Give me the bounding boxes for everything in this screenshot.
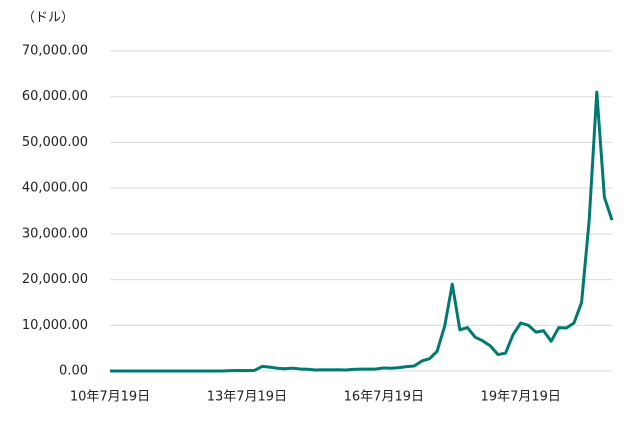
x-tick-label: 16年7月19日 <box>344 390 424 405</box>
y-tick-label: 50,000.00 <box>22 135 88 150</box>
y-tick-label: 30,000.00 <box>22 226 88 241</box>
y-axis-label: （ドル） <box>22 11 74 26</box>
y-tick-label: 40,000.00 <box>22 181 88 196</box>
y-tick-label: 60,000.00 <box>22 89 88 104</box>
y-tick-label: 20,000.00 <box>22 272 88 287</box>
y-tick-label: 70,000.00 <box>22 44 88 59</box>
series-line <box>110 90 614 373</box>
x-tick-label: 19年7月19日 <box>481 390 561 405</box>
y-tick-label: 0.00 <box>59 364 88 379</box>
x-tick-label: 10年7月19日 <box>70 390 150 405</box>
x-tick-label: 13年7月19日 <box>207 390 287 405</box>
y-tick-label: 10,000.00 <box>22 318 88 333</box>
